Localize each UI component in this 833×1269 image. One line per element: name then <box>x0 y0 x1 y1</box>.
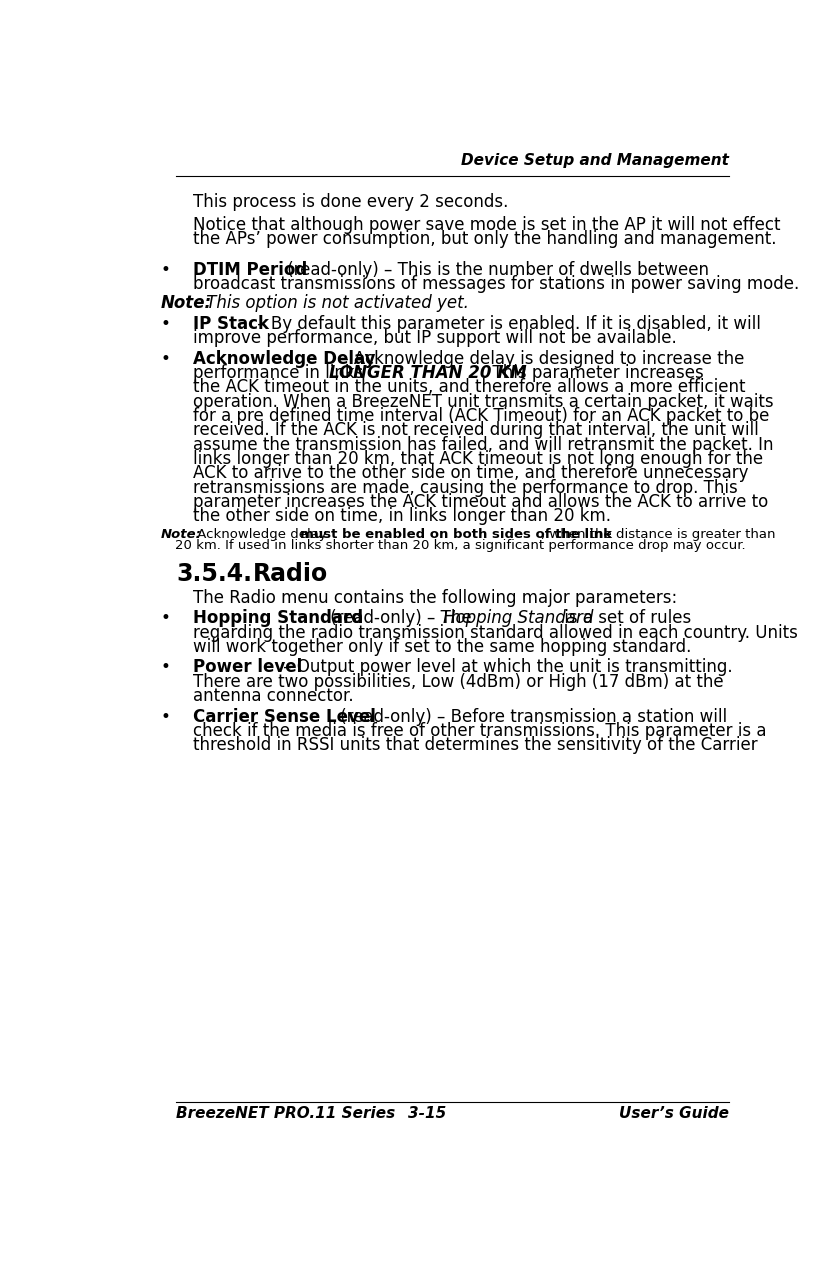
Text: Acknowledge delay: Acknowledge delay <box>192 528 331 541</box>
Text: , when the distance is greater than: , when the distance is greater than <box>541 528 776 541</box>
Text: (read-only) – The: (read-only) – The <box>325 609 477 627</box>
Text: the APs’ power consumption, but only the handling and management.: the APs’ power consumption, but only the… <box>193 230 776 247</box>
Text: •: • <box>161 315 171 332</box>
Text: Acknowledge Delay: Acknowledge Delay <box>193 350 376 368</box>
Text: will work together only if set to the same hopping standard.: will work together only if set to the sa… <box>193 638 691 656</box>
Text: This process is done every 2 seconds.: This process is done every 2 seconds. <box>193 193 509 212</box>
Text: •: • <box>161 261 171 279</box>
Text: The Radio menu contains the following major parameters:: The Radio menu contains the following ma… <box>193 589 677 607</box>
Text: Power level: Power level <box>193 659 302 676</box>
Text: 3-15: 3-15 <box>408 1107 446 1121</box>
Text: for a pre defined time interval (ACK Timeout) for an ACK packet to be: for a pre defined time interval (ACK Tim… <box>193 407 770 425</box>
Text: threshold in RSSI units that determines the sensitivity of the Carrier: threshold in RSSI units that determines … <box>193 736 758 754</box>
Text: regarding the radio transmission standard allowed in each country. Units: regarding the radio transmission standar… <box>193 623 798 642</box>
Text: performance in links: performance in links <box>193 364 369 382</box>
Text: Note:: Note: <box>161 294 212 312</box>
Text: Radio: Radio <box>252 562 327 586</box>
Text: is a set of rules: is a set of rules <box>559 609 691 627</box>
Text: (read-only) – Before transmission a station will: (read-only) – Before transmission a stat… <box>335 708 727 726</box>
Text: antenna connector.: antenna connector. <box>193 687 354 706</box>
Text: IP Stack: IP Stack <box>193 315 269 332</box>
Text: broadcast transmissions of messages for stations in power saving mode.: broadcast transmissions of messages for … <box>193 275 800 293</box>
Text: – Acknowledge delay is designed to increase the: – Acknowledge delay is designed to incre… <box>335 350 744 368</box>
Text: BreezeNET PRO.11 Series: BreezeNET PRO.11 Series <box>177 1107 396 1121</box>
Text: DTIM Period: DTIM Period <box>193 261 307 279</box>
Text: •: • <box>161 659 171 676</box>
Text: – Output power level at which the unit is transmitting.: – Output power level at which the unit i… <box>278 659 732 676</box>
Text: 20 km. If used in links shorter than 20 km, a significant performance drop may o: 20 km. If used in links shorter than 20 … <box>175 539 746 552</box>
Text: This option is not activated yet.: This option is not activated yet. <box>201 294 468 312</box>
Text: Hopping Standard: Hopping Standard <box>443 609 593 627</box>
Text: ACK to arrive to the other side on time, and therefore unnecessary: ACK to arrive to the other side on time,… <box>193 464 749 482</box>
Text: parameter increases the ACK timeout and allows the ACK to arrive to: parameter increases the ACK timeout and … <box>193 492 769 511</box>
Text: Device Setup and Management: Device Setup and Management <box>461 154 729 169</box>
Text: There are two possibilities, Low (4dBm) or High (17 dBm) at the: There are two possibilities, Low (4dBm) … <box>193 673 724 690</box>
Text: 3.5.4.: 3.5.4. <box>177 562 252 586</box>
Text: the other side on time, in links longer than 20 km.: the other side on time, in links longer … <box>193 508 611 525</box>
Text: the ACK timeout in the units, and therefore allows a more efficient: the ACK timeout in the units, and theref… <box>193 378 746 396</box>
Text: check if the media is free of other transmissions. This parameter is a: check if the media is free of other tran… <box>193 722 766 740</box>
Text: – By default this parameter is enabled. If it is disabled, it will: – By default this parameter is enabled. … <box>252 315 761 332</box>
Text: (read-only) – This is the number of dwells between: (read-only) – This is the number of dwel… <box>282 261 709 279</box>
Text: links longer than 20 km, that ACK timeout is not long enough for the: links longer than 20 km, that ACK timeou… <box>193 450 763 468</box>
Text: LONGER THAN 20 KM: LONGER THAN 20 KM <box>329 364 527 382</box>
Text: must be enabled on both sides of the link: must be enabled on both sides of the lin… <box>300 528 611 541</box>
Text: User’s Guide: User’s Guide <box>619 1107 729 1121</box>
Text: improve performance, but IP support will not be available.: improve performance, but IP support will… <box>193 329 677 348</box>
Text: Carrier Sense Level: Carrier Sense Level <box>193 708 376 726</box>
Text: •: • <box>161 609 171 627</box>
Text: •: • <box>161 708 171 726</box>
Text: •: • <box>161 350 171 368</box>
Text: Notice that although power save mode is set in the AP it will not effect: Notice that although power save mode is … <box>193 216 781 233</box>
Text: Hopping Standard: Hopping Standard <box>193 609 363 627</box>
Text: Note:: Note: <box>161 528 202 541</box>
Text: operation. When a BreezeNET unit transmits a certain packet, it waits: operation. When a BreezeNET unit transmi… <box>193 392 774 411</box>
Text: . This parameter increases: . This parameter increases <box>482 364 704 382</box>
Text: retransmissions are made, causing the performance to drop. This: retransmissions are made, causing the pe… <box>193 478 738 496</box>
Text: assume the transmission has failed, and will retransmit the packet. In: assume the transmission has failed, and … <box>193 435 774 453</box>
Text: received. If the ACK is not received during that interval, the unit will: received. If the ACK is not received dur… <box>193 421 759 439</box>
